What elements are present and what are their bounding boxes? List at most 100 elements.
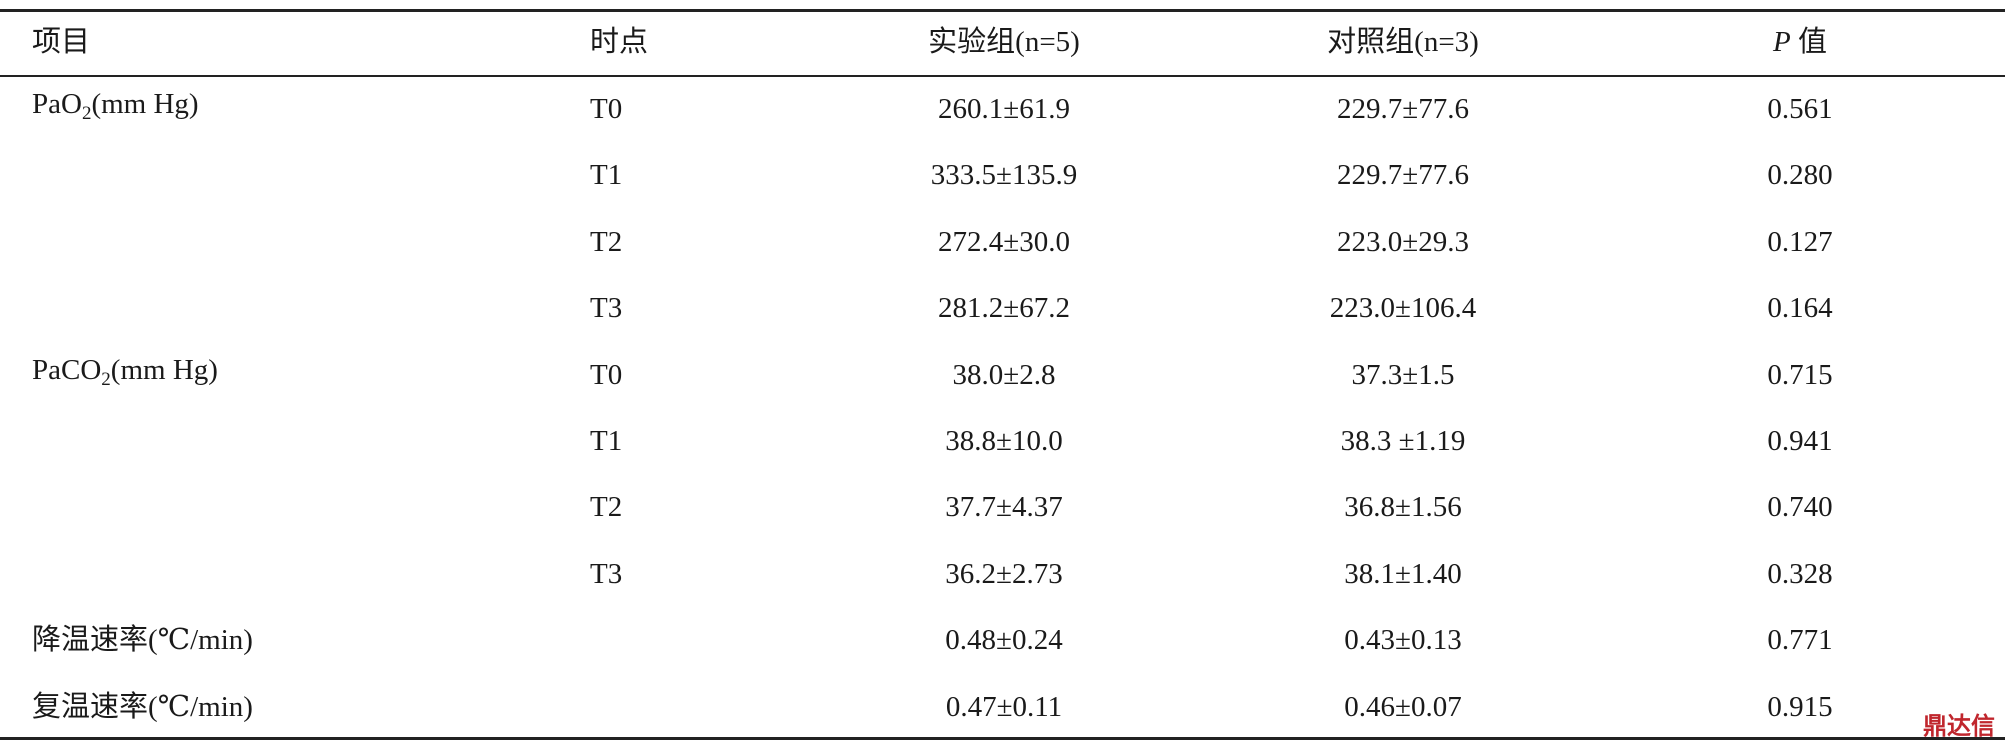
time: T0 (590, 358, 622, 392)
p-text: 0.127 (1767, 225, 1833, 258)
time-text: T0 (590, 358, 623, 391)
header-exp: 实验组(n=5) (928, 26, 1080, 58)
time-text: T2 (590, 225, 623, 258)
ctrl-text: 38.3 ±1.19 (1340, 425, 1466, 457)
p-value: 0.280 (1767, 158, 1832, 192)
time: T0 (590, 92, 622, 126)
time: T1 (590, 424, 622, 458)
item-text: PaO (32, 88, 82, 120)
item-label: 复温速率(℃/min) (32, 690, 253, 724)
exp-text: 281.2±67.2 (938, 292, 1070, 325)
exp-text: 0.47±0.11 (945, 690, 1063, 723)
ctrl-value: 223.0±29.3 (1337, 225, 1469, 259)
exp-value: 281.2±67.2 (938, 291, 1070, 325)
exp-value: 260.1±61.9 (938, 92, 1070, 126)
p-text: 值 (1797, 26, 1827, 58)
p-text: 0.328 (1767, 557, 1833, 590)
exp-value: 38.8±10.0 (945, 424, 1062, 458)
item-unit: (mm Hg) (110, 353, 218, 386)
item-text: 降温速率(℃/min) (32, 624, 253, 657)
p-italic: P (1773, 26, 1791, 58)
header-rule (0, 75, 2005, 77)
ctrl-value: 36.8±1.56 (1344, 490, 1461, 524)
time-text: T1 (590, 159, 623, 192)
header-ctrl: 对照组(n=3) (1327, 26, 1479, 58)
time-text: T1 (590, 425, 623, 457)
p-text: 0.941 (1767, 425, 1833, 457)
exp-value: 0.48±0.24 (945, 623, 1062, 657)
ctrl-value: 37.3±1.5 (1352, 358, 1455, 392)
ctrl-text: 223.0±29.3 (1337, 225, 1469, 258)
exp-text: 272.4±30.0 (938, 225, 1070, 258)
header-time: 时点 (590, 26, 649, 58)
time: T2 (590, 490, 622, 524)
ctrl-text: 0.46±0.07 (1344, 690, 1462, 723)
item-text: PaCO (32, 353, 102, 386)
p-text: 0.164 (1767, 292, 1833, 325)
exp-value: 272.4±30.0 (938, 225, 1070, 259)
exp-value: 0.47±0.11 (946, 690, 1062, 724)
ctrl-text: 229.7±77.6 (1337, 159, 1469, 192)
ctrl-text: 223.0±106.4 (1329, 292, 1477, 325)
p-value: 0.915 (1767, 690, 1832, 724)
ctrl-text: 36.8±1.56 (1344, 491, 1462, 524)
time: T3 (590, 291, 622, 325)
ctrl-value: 0.43±0.13 (1344, 623, 1461, 657)
bottom-rule (0, 737, 2005, 740)
p-text: 0.771 (1767, 624, 1833, 657)
item-label: PaCO2(mm Hg) (32, 353, 218, 397)
ctrl-value: 38.3 ±1.19 (1341, 424, 1466, 458)
ctrl-text: 229.7±77.6 (1337, 93, 1469, 125)
p-value: 0.164 (1767, 291, 1832, 325)
time: T3 (590, 557, 622, 591)
ctrl-value: 0.46±0.07 (1344, 690, 1461, 724)
ctrl-value: 38.1±1.40 (1344, 557, 1461, 591)
ctrl-value: 229.7±77.6 (1337, 92, 1469, 126)
item-subscript: 2 (81, 103, 92, 124)
time-text: T2 (590, 491, 623, 524)
time-text: T3 (590, 557, 623, 590)
exp-text: 0.48±0.24 (945, 624, 1063, 657)
exp-text: 37.7±4.37 (945, 491, 1063, 524)
item-text: 复温速率(℃/min) (32, 690, 253, 723)
p-text: 0.915 (1767, 690, 1833, 723)
ctrl-value: 229.7±77.6 (1337, 158, 1469, 192)
p-value: 0.127 (1767, 225, 1832, 259)
p-value: 0.771 (1767, 623, 1832, 657)
p-value: 0.328 (1767, 557, 1832, 591)
p-text: 0.715 (1767, 358, 1833, 391)
p-text: 0.740 (1767, 491, 1833, 524)
ctrl-value: 223.0±106.4 (1330, 291, 1476, 325)
time-text: T0 (590, 93, 623, 125)
exp-value: 36.2±2.73 (945, 557, 1062, 591)
p-value: 0.561 (1767, 92, 1832, 126)
ctrl-text: 0.43±0.13 (1344, 624, 1462, 657)
item-label: 降温速率(℃/min) (32, 623, 253, 657)
header-item: 项目 (32, 26, 91, 58)
time: T1 (590, 158, 622, 192)
p-text: 0.561 (1767, 93, 1833, 125)
time-text: T3 (590, 292, 623, 325)
item-subscript: 2 (101, 368, 111, 390)
top-rule (0, 9, 2005, 12)
exp-value: 38.0±2.8 (953, 358, 1056, 392)
item-unit: (mm Hg) (91, 88, 199, 120)
exp-text: 333.5±135.9 (930, 159, 1078, 192)
exp-text: 38.0±2.8 (952, 358, 1056, 391)
item-label: PaO2(mm Hg) (32, 87, 199, 131)
exp-value: 37.7±4.37 (945, 490, 1062, 524)
p-value: 0.715 (1767, 358, 1832, 392)
exp-value: 333.5±135.9 (931, 158, 1077, 192)
ctrl-text: 37.3±1.5 (1351, 358, 1455, 391)
p-text: 0.280 (1767, 159, 1833, 192)
p-value: 0.740 (1767, 490, 1832, 524)
watermark: 鼎达信 (1923, 712, 1995, 740)
exp-text: 36.2±2.73 (945, 557, 1063, 590)
p-value: 0.941 (1767, 424, 1832, 458)
ctrl-text: 38.1±1.40 (1344, 557, 1462, 590)
time: T2 (590, 225, 622, 259)
exp-text: 38.8±10.0 (945, 425, 1063, 457)
header-p: P 值 (1773, 25, 1827, 59)
exp-text: 260.1±61.9 (938, 93, 1070, 125)
